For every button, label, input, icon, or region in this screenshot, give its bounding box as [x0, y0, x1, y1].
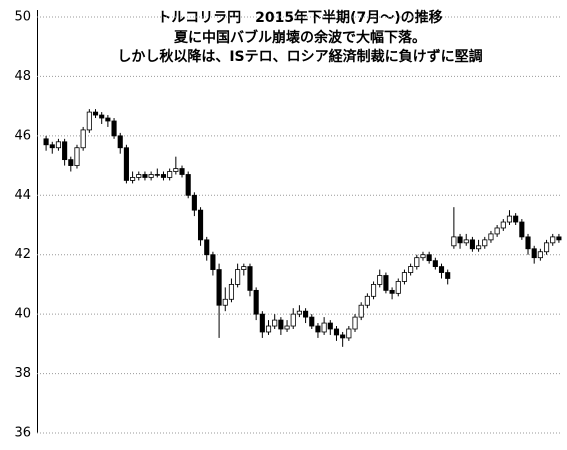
candle-body [327, 322, 333, 330]
candle-body [142, 174, 148, 178]
candle-body [290, 313, 296, 327]
candle-body [506, 215, 513, 223]
candle-body [204, 239, 210, 256]
candle-body [117, 135, 123, 149]
candle-body [321, 322, 327, 333]
candle-body [197, 209, 204, 241]
candle-body [370, 284, 377, 297]
candle-body [272, 319, 278, 327]
candle-body [445, 272, 451, 279]
candle-body [303, 310, 309, 318]
candle-body [401, 272, 408, 282]
candle-body [482, 239, 488, 247]
candle-body [74, 147, 80, 166]
candle-body [49, 144, 55, 149]
candle-body [80, 129, 86, 149]
candle-body [253, 289, 259, 315]
candle-body [296, 310, 302, 315]
candle-body [543, 242, 550, 253]
candle-body [111, 120, 117, 137]
candle-body [309, 316, 315, 327]
candle-body [235, 269, 241, 285]
candle-body [463, 239, 469, 244]
candle-body [426, 254, 432, 262]
chart-title: トルコリラ円 2015年下半期(7月～)の推移 [157, 9, 442, 26]
candle-body [550, 236, 556, 244]
candle-body [55, 141, 62, 149]
candle-body [173, 168, 179, 172]
y-tick-label: 40 [14, 307, 31, 322]
candle-body [358, 304, 364, 318]
chart-subtitle: 夏に中国バブル崩壊の余波で大幅下落。 [174, 29, 426, 46]
candle-body [259, 313, 265, 333]
candle-body [414, 257, 420, 267]
candle-body [154, 174, 160, 176]
candle-body [364, 295, 370, 306]
candle-body [408, 266, 414, 273]
candle-body [494, 227, 500, 235]
candle-body [500, 221, 506, 229]
candle-body [451, 236, 457, 247]
candle-body [519, 221, 525, 238]
candle-body [278, 319, 284, 330]
y-tick-label: 44 [14, 188, 31, 203]
candle-body [389, 289, 395, 294]
candle-body [216, 269, 222, 306]
y-tick-label: 50 [14, 10, 31, 25]
candle-body [377, 275, 383, 285]
candle-body [99, 114, 105, 119]
y-tick-label: 36 [14, 426, 31, 441]
candle-body [130, 177, 136, 181]
candle-body [333, 328, 340, 336]
candle-body [284, 325, 290, 330]
candle-body [346, 328, 352, 339]
y-tick-label: 38 [14, 366, 31, 381]
candle-body [123, 147, 129, 181]
candle-body [86, 111, 92, 131]
candle-body [525, 236, 531, 250]
candle-body [179, 168, 185, 175]
y-tick-label: 46 [14, 128, 31, 143]
candle-body [92, 111, 99, 116]
candle-body [513, 215, 519, 223]
candle-body [488, 233, 494, 241]
candle-body [340, 334, 346, 339]
candle-body [352, 316, 358, 330]
candle-body [210, 254, 216, 270]
candle-body [160, 174, 167, 178]
candle-body [537, 251, 543, 259]
candle-body [241, 266, 247, 270]
candle-body [420, 254, 426, 259]
candle-body [438, 266, 445, 273]
candle-body [62, 141, 68, 161]
candle-body [68, 159, 74, 166]
candle-body [531, 248, 537, 259]
candle-body [222, 298, 228, 306]
candle-body [395, 281, 401, 294]
candle-body [476, 245, 482, 250]
candle-body [469, 239, 475, 250]
candle-body [191, 194, 197, 211]
candle-body [383, 275, 389, 291]
candle-body [185, 174, 191, 196]
candle-body [556, 236, 562, 241]
candle-body [167, 171, 173, 178]
candle-body [43, 138, 49, 146]
candle-body [265, 325, 272, 333]
candle-body [432, 260, 438, 267]
candle-body [105, 117, 111, 122]
candle-body [457, 236, 463, 244]
y-tick-label: 42 [14, 247, 31, 262]
candle-body [247, 266, 253, 291]
candle-body [228, 284, 235, 300]
y-tick-label: 48 [14, 69, 31, 84]
candle-body [315, 325, 321, 333]
candle-body [136, 174, 142, 178]
chart-subtitle: しかし秋以降は、ISテロ、ロシア経済制裁に負けずに堅調 [117, 48, 482, 65]
candle-body [148, 174, 154, 178]
